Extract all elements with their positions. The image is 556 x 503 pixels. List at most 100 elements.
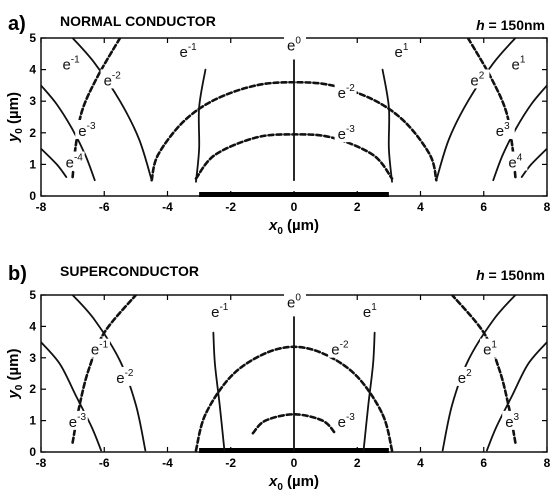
y-tick-label: 3 <box>29 351 36 365</box>
contour-label-bg <box>502 410 525 430</box>
contour-label-8: e1 <box>512 55 526 74</box>
panel-title: NORMAL CONDUCTOR <box>60 13 216 29</box>
x-tick-label: -8 <box>36 456 47 470</box>
contour-label-bg <box>284 291 306 311</box>
contour-label-bg <box>328 338 351 358</box>
contour-label-bg <box>391 40 414 60</box>
contour-label-bg <box>208 300 231 320</box>
contours <box>41 295 547 452</box>
contour-label-bg <box>467 69 490 89</box>
contour-label-0: e0 <box>287 293 301 312</box>
contour-line-5 <box>71 38 153 182</box>
contour-label-1: e-2 <box>331 340 349 359</box>
contour-label-bg <box>334 123 357 143</box>
panel-title: SUPERCONDUCTOR <box>60 263 199 279</box>
contour-line-5 <box>71 295 147 452</box>
x-axis-label: x0 (µm) <box>268 217 319 237</box>
x-tick-label: 0 <box>291 456 298 470</box>
contour-line-1 <box>150 80 438 182</box>
contour-label-bg <box>492 119 515 139</box>
contour-line-2 <box>251 413 337 435</box>
y-tick-label: 5 <box>29 288 36 302</box>
y-tick-label: 5 <box>29 31 36 45</box>
x-tick-label: -2 <box>225 456 236 470</box>
contour-label-bg <box>100 69 123 89</box>
x-tick-label: 2 <box>354 200 361 214</box>
thickness-annotation: h = 150nm <box>476 267 545 283</box>
contour-line-4 <box>362 331 376 452</box>
y-tick-label: 4 <box>29 319 36 333</box>
contour-label-11: e-4 <box>66 153 84 172</box>
contour-label-9: e-3 <box>69 412 87 431</box>
contour-label-10: e3 <box>505 412 519 431</box>
x-tick-label: 6 <box>480 200 487 214</box>
contour-label-bg <box>334 82 357 102</box>
contour-label-7: e-1 <box>91 340 109 359</box>
contour-line-6 <box>441 295 517 452</box>
panel-a: a) NORMAL CONDUCTOR h = 150nm -8 -6 -4 -2 0 2 4 6 8… <box>5 13 551 237</box>
y-tick-label: 2 <box>29 382 36 396</box>
contour-line-3 <box>212 331 226 452</box>
contour-line-6 <box>435 38 517 182</box>
contour-label-2: e-3 <box>338 412 356 431</box>
contour-line-2 <box>194 133 394 180</box>
x-tick-label: 2 <box>354 456 361 470</box>
contour-line-11 <box>41 147 68 178</box>
y-axis-label: y0 (µm) <box>5 348 25 399</box>
contour-label-bg <box>59 53 82 73</box>
contour-label-9: e-3 <box>78 121 96 140</box>
x-tick-label: 4 <box>417 200 424 214</box>
contour-label-bg <box>65 410 88 430</box>
contour-line-3 <box>195 68 207 183</box>
y-tick-label: 4 <box>29 63 36 77</box>
contour-label-bg <box>334 410 357 430</box>
y-tick-label: 1 <box>29 414 36 428</box>
contour-label-8: e1 <box>483 340 497 359</box>
panel-letter: a) <box>8 13 26 35</box>
panel-letter: b) <box>8 263 27 285</box>
x-tick-label: -4 <box>162 200 173 214</box>
contour-label-6: e2 <box>470 70 484 89</box>
contour-label-bg <box>87 338 110 358</box>
x-axis-label: x0 (µm) <box>268 473 319 493</box>
x-tick-label: -6 <box>99 456 110 470</box>
contour-line-10 <box>486 341 547 452</box>
x-tick-label: -4 <box>162 456 173 470</box>
x-tick-label: -8 <box>36 200 47 214</box>
contour-line-9 <box>41 84 96 182</box>
x-tick-label: 8 <box>544 456 551 470</box>
contour-label-1: e-2 <box>338 83 356 102</box>
contour-label-bg <box>454 366 477 386</box>
contour-line-1 <box>194 345 394 452</box>
contour-line-10 <box>492 84 547 182</box>
contour-label-bg <box>508 53 531 73</box>
contour-label-4: e1 <box>363 302 377 321</box>
y-tick-label: 1 <box>29 157 36 171</box>
contour-label-12: e4 <box>508 153 522 172</box>
contour-label-bg <box>176 40 199 60</box>
y-axis-label: y0 (µm) <box>5 92 25 143</box>
contour-label-bg <box>284 34 306 54</box>
y-tick-label: 3 <box>29 94 36 108</box>
contour-label-bg <box>359 300 382 320</box>
contour-label-bg <box>75 119 98 139</box>
x-tick-label: 4 <box>417 456 424 470</box>
contour-line-9 <box>41 341 102 452</box>
contour-label-3: e-1 <box>211 302 229 321</box>
x-tick-label: 0 <box>291 200 298 214</box>
x-tick-label: -6 <box>99 200 110 214</box>
x-tick-label: 6 <box>480 456 487 470</box>
y-tick-label: 0 <box>29 189 36 203</box>
contour-label-5: e-2 <box>116 368 134 387</box>
contour-label-10: e3 <box>496 121 510 140</box>
contour-label-0: e0 <box>287 36 301 55</box>
contour-label-6: e2 <box>458 368 472 387</box>
contour-label-bg <box>113 366 136 386</box>
contours <box>41 38 547 183</box>
contour-label-2: e-3 <box>338 124 356 143</box>
thickness-annotation: h = 150nm <box>476 17 545 33</box>
contour-label-5: e-2 <box>104 70 122 89</box>
contour-label-bg <box>480 338 503 358</box>
x-tick-label: 8 <box>544 200 551 214</box>
